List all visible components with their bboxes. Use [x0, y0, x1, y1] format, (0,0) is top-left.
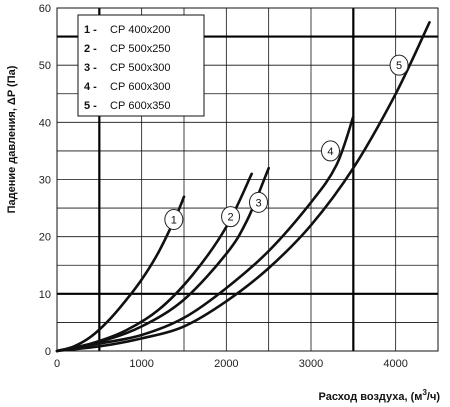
curve-marker-5 — [389, 54, 409, 76]
y-tick-label: 0 — [45, 346, 51, 358]
curve-marker-label-2: 2 — [228, 212, 234, 224]
legend-box — [77, 14, 205, 117]
legend-entry-label: СР 400х200 — [110, 24, 171, 36]
y-tick-label: 50 — [39, 60, 51, 72]
legend-entry-label: СР 500х300 — [110, 62, 171, 74]
y-tick-label: 10 — [39, 289, 51, 301]
x-axis-label: Расход воздуха, (м3/ч) — [319, 388, 441, 403]
legend: 1 - СР 400х200 2 - СР 500х250 3 - СР 500х300 4… — [77, 14, 205, 117]
y-tick-label: 60 — [39, 3, 51, 15]
x-tick-labels: 0 1000 2000 3000 4000 — [54, 358, 408, 370]
curve-markers: 1 2 3 4 5 — [164, 54, 409, 231]
series-line-3 — [55, 166, 270, 353]
curve-marker-2 — [221, 206, 241, 228]
legend-entry-number: 5 - — [84, 100, 97, 112]
x-tick-label: 1000 — [129, 358, 153, 370]
y-axis-label: Падение давления, ΔP (Па) — [6, 65, 18, 213]
x-axis-label-main: Расход воздуха, (м — [319, 391, 423, 403]
curve-marker-4 — [320, 140, 340, 162]
y-tick-label: 40 — [39, 117, 51, 129]
x-axis-label-superscript: 3 — [422, 388, 427, 397]
legend-entry-label: СР 600х350 — [110, 100, 171, 112]
curve-marker-label-5: 5 — [396, 60, 402, 72]
y-tick-label: 20 — [39, 232, 51, 244]
legend-entry-number: 2 - — [84, 43, 97, 55]
minor-gridlines — [57, 8, 438, 351]
x-tick-label: 2000 — [214, 358, 238, 370]
y-tick-labels: 0 10 20 30 40 50 60 — [39, 3, 51, 358]
legend-entry-label: СР 500х250 — [110, 43, 171, 55]
curve-marker-1 — [164, 209, 184, 231]
plot-frame — [56, 7, 439, 352]
curve-marker-label-4: 4 — [327, 146, 333, 158]
x-tick-label: 3000 — [299, 358, 323, 370]
legend-entry-number: 4 - — [84, 81, 97, 93]
legend-entry-label: СР 600х300 — [110, 81, 171, 93]
curve-marker-label-3: 3 — [255, 197, 261, 209]
series-line-2 — [55, 172, 253, 353]
curve-marker-label-1: 1 — [171, 215, 177, 227]
x-axis-label-tail: /ч) — [427, 391, 440, 403]
x-tick-label: 4000 — [383, 358, 407, 370]
series-line-5 — [55, 21, 431, 353]
y-tick-label: 30 — [39, 175, 51, 187]
series-line-4 — [55, 115, 355, 353]
legend-entry-number: 3 - — [84, 62, 97, 74]
major-gridlines — [57, 8, 438, 351]
x-tick-label: 0 — [54, 358, 60, 370]
legend-entry-number: 1 - — [84, 24, 97, 36]
curve-marker-3 — [249, 191, 269, 213]
